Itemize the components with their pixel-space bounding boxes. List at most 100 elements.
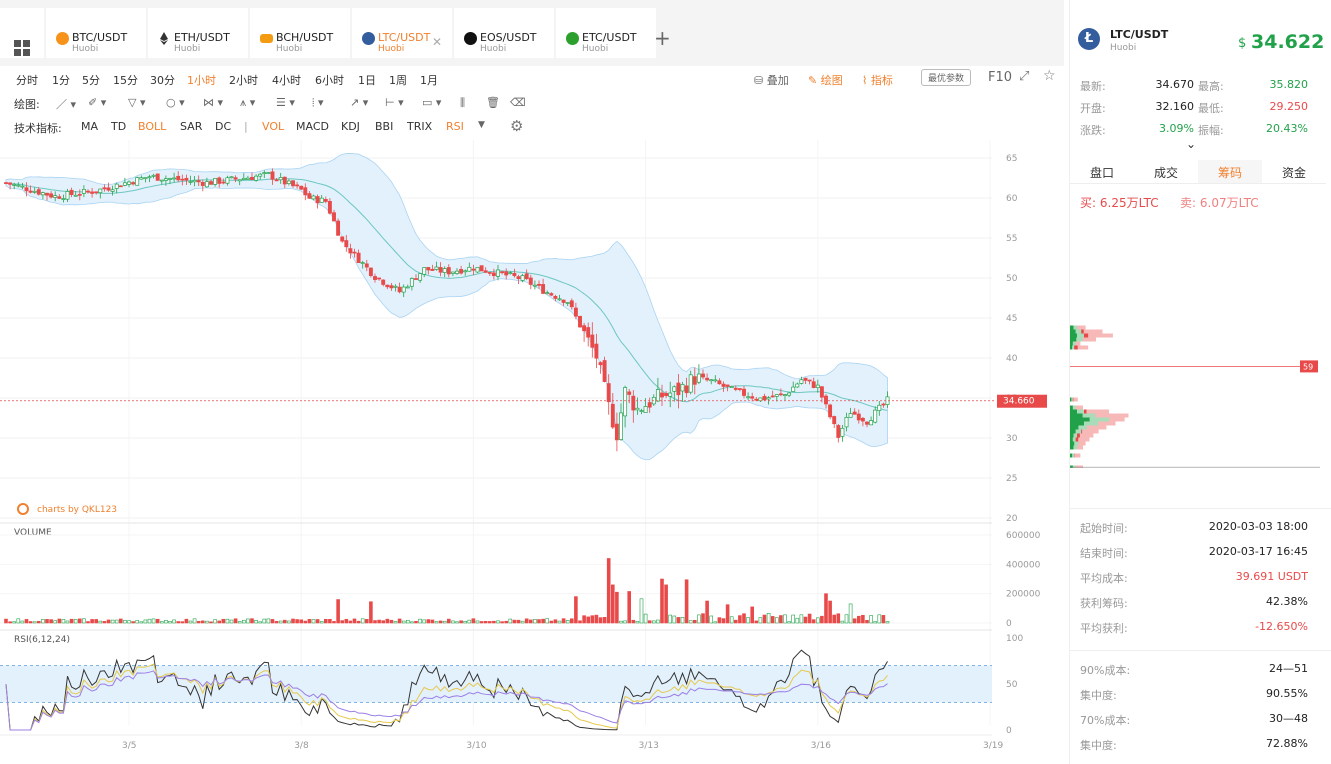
tab-eth[interactable]: ETH/USDT Huobi bbox=[148, 8, 248, 58]
stat-latest-label: 最新: bbox=[1080, 80, 1106, 93]
channel-tool-icon[interactable]: ▽ ▾ bbox=[128, 96, 146, 109]
indicator-kdj[interactable]: KDJ bbox=[341, 120, 360, 133]
period-1d[interactable]: 1日 bbox=[358, 74, 376, 87]
fib-tool-icon[interactable]: ☰ ▾ bbox=[276, 96, 295, 109]
arrow-tool-icon[interactable]: ↗ ▾ bbox=[350, 96, 369, 109]
trash-icon[interactable]: 🗑 bbox=[486, 96, 500, 109]
indicator-rsi[interactable]: RSI bbox=[446, 120, 464, 133]
volume-bar bbox=[4, 618, 8, 624]
volume-bar bbox=[131, 621, 135, 624]
volume-bar bbox=[873, 621, 878, 624]
chip-marker-label: 59 bbox=[1303, 362, 1313, 371]
indicator-vol[interactable]: VOL bbox=[262, 120, 285, 133]
info-value: -12.650% bbox=[1255, 620, 1308, 633]
candle-body bbox=[245, 177, 250, 180]
period-15m[interactable]: 15分 bbox=[113, 74, 138, 87]
best-params-button[interactable]: 最优参数 bbox=[921, 69, 972, 86]
volume-bar bbox=[487, 621, 492, 624]
close-tab-icon[interactable]: ✕ bbox=[431, 35, 442, 49]
star-icon[interactable]: ☆ bbox=[1043, 68, 1056, 84]
draw-button[interactable]: ✎ 绘图 bbox=[808, 74, 843, 87]
candle-body bbox=[204, 181, 209, 188]
tab-funds[interactable]: 资金 bbox=[1262, 160, 1326, 184]
indicator-trix[interactable]: TRIX bbox=[407, 120, 433, 133]
tab-eos[interactable]: EOS/USDT Huobi bbox=[454, 8, 554, 58]
bollinger-mid-line bbox=[5, 178, 888, 411]
volume-bar bbox=[795, 617, 800, 624]
chip-bar-light bbox=[1070, 337, 1083, 342]
volume-bar bbox=[323, 619, 328, 624]
volume-bar bbox=[516, 619, 521, 624]
measure-tool-icon[interactable]: ⊢ ▾ bbox=[385, 96, 404, 109]
line-tool-icon[interactable]: ／ ▾ bbox=[56, 98, 77, 111]
price-axis-label: 60 bbox=[1006, 194, 1018, 204]
period-5m[interactable]: 5分 bbox=[82, 74, 100, 87]
volume-bar bbox=[602, 617, 607, 624]
f10-button[interactable]: F10 bbox=[988, 70, 1013, 85]
comment-tool-icon[interactable]: ▭ ▾ bbox=[422, 96, 442, 109]
indicator-td[interactable]: TD bbox=[111, 120, 127, 133]
tab-bch[interactable]: BCH/USDT Huobi bbox=[250, 8, 350, 58]
kline-chart-svg[interactable]: 656055504540353025203/53/83/103/133/163/… bbox=[0, 140, 1064, 760]
candle-body bbox=[528, 277, 533, 285]
volume-bar bbox=[401, 620, 406, 624]
tab-etc[interactable]: ETC/USDT Huobi bbox=[556, 8, 656, 58]
period-4h[interactable]: 4小时 bbox=[272, 74, 301, 87]
period-1h[interactable]: 1小时 bbox=[187, 74, 216, 87]
candle-body bbox=[360, 262, 365, 264]
eraser-icon[interactable]: ⌫ bbox=[510, 96, 526, 109]
indicator-button[interactable]: ⌇ 指标 bbox=[862, 74, 893, 87]
kline-chart-area[interactable]: 656055504540353025203/53/83/103/133/163/… bbox=[0, 140, 1064, 760]
pen-tool-icon[interactable]: ✐ ▾ bbox=[88, 96, 107, 109]
fullscreen-icon[interactable]: ⤢ bbox=[1019, 69, 1030, 84]
gann-tool-icon[interactable]: ⦙ ▾ bbox=[312, 96, 324, 109]
price-axis-label: 30 bbox=[1006, 434, 1018, 444]
period-30m[interactable]: 30分 bbox=[150, 74, 175, 87]
period-1m[interactable]: 1分 bbox=[52, 74, 70, 87]
candle-body bbox=[180, 178, 185, 181]
time-axis-label: 3/13 bbox=[639, 741, 659, 751]
period-fenshi[interactable]: 分时 bbox=[16, 74, 38, 87]
tab-ltc[interactable]: LTC/USDT Huobi ✕ bbox=[352, 8, 452, 58]
volume-bar bbox=[373, 620, 377, 624]
period-1mo[interactable]: 1月 bbox=[420, 74, 438, 87]
indicator-boll[interactable]: BOLL bbox=[138, 120, 167, 133]
volume-bar bbox=[147, 618, 152, 624]
overlay-button[interactable]: ⛁ 叠加 bbox=[754, 74, 789, 87]
candle-body bbox=[606, 383, 611, 403]
volume-bar bbox=[328, 619, 332, 624]
indicator-bbi[interactable]: BBI bbox=[375, 120, 394, 133]
candle-body bbox=[352, 251, 357, 254]
indicator-ma[interactable]: MA bbox=[81, 120, 99, 133]
candle-body bbox=[418, 273, 423, 281]
indicator-macd[interactable]: MACD bbox=[296, 120, 329, 133]
expand-chevron-icon[interactable]: ⌄ bbox=[1186, 137, 1197, 151]
candle-body bbox=[774, 394, 779, 397]
wave-tool-icon[interactable]: ⩚ ▾ bbox=[240, 96, 256, 109]
pattern-tool-icon[interactable]: ⋈ ▾ bbox=[203, 96, 224, 109]
tab-chips[interactable]: 筹码 bbox=[1198, 160, 1262, 184]
tab-btc[interactable]: BTC/USDT Huobi bbox=[46, 8, 146, 58]
add-tab-button[interactable]: + bbox=[654, 8, 682, 58]
period-6h[interactable]: 6小时 bbox=[315, 74, 344, 87]
candle-body bbox=[578, 315, 582, 328]
indicator-sar[interactable]: SAR bbox=[180, 120, 203, 133]
candle-body bbox=[299, 185, 304, 190]
candle-body bbox=[118, 185, 123, 188]
volume-bar bbox=[32, 621, 37, 624]
more-indicators-icon[interactable]: ▼ bbox=[478, 120, 485, 130]
settings-gear-icon[interactable]: ⚙ bbox=[510, 117, 524, 135]
bars-tool-icon[interactable]: ⫼ bbox=[460, 96, 466, 109]
period-1w[interactable]: 1周 bbox=[389, 74, 407, 87]
shape-tool-icon[interactable]: ○ ▾ bbox=[166, 96, 185, 109]
candle-body bbox=[233, 177, 238, 180]
volume-bar bbox=[250, 618, 254, 624]
period-2h[interactable]: 2小时 bbox=[229, 74, 258, 87]
volume-bar bbox=[61, 619, 66, 624]
volume-bar bbox=[856, 615, 861, 624]
indicator-dc[interactable]: DC bbox=[215, 120, 232, 133]
layout-button[interactable] bbox=[0, 8, 44, 58]
volume-bar bbox=[742, 613, 746, 624]
tab-trades[interactable]: 成交 bbox=[1134, 160, 1198, 184]
tab-orderbook[interactable]: 盘口 bbox=[1070, 160, 1134, 184]
